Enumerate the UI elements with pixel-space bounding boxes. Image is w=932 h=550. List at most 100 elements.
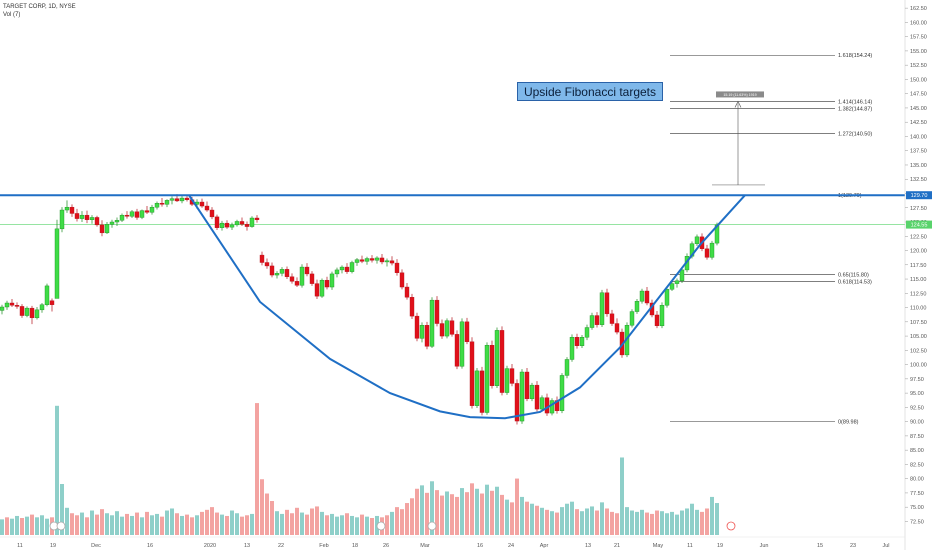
- fib-level-label: 1.414(146.14): [838, 99, 872, 105]
- candle-body: [9, 302, 15, 306]
- candle-body: [219, 222, 225, 228]
- volume-bar: [485, 484, 489, 535]
- volume-bar: [395, 507, 399, 535]
- candle-body: [49, 300, 55, 305]
- candle-body: [369, 258, 375, 261]
- volume-bar: [325, 515, 329, 535]
- candle-body: [454, 334, 460, 367]
- volume-bar: [25, 516, 29, 535]
- price-tick-label: 152.50: [910, 63, 927, 69]
- volume-bar: [235, 513, 239, 535]
- volume-bar: [660, 511, 664, 535]
- candle-body: [154, 202, 160, 208]
- volume-bar: [110, 515, 114, 535]
- volume-bar: [570, 501, 574, 535]
- candle-body: [144, 210, 150, 213]
- volume-bar: [75, 515, 79, 535]
- volume-bar: [460, 488, 464, 535]
- candle-body: [54, 228, 60, 299]
- time-tick-label: Dec: [91, 543, 101, 549]
- candle-body: [209, 209, 215, 218]
- volume-bar: [710, 496, 714, 535]
- volume-bar: [130, 515, 134, 535]
- price-tick-label: 75.00: [910, 505, 924, 511]
- candle-body: [359, 259, 365, 262]
- volume-bar: [495, 486, 499, 535]
- cup-curve: [0, 194, 905, 420]
- volume-bar: [65, 507, 69, 535]
- price-tick-label: 80.00: [910, 477, 924, 483]
- candle-body: [0, 306, 5, 311]
- volume-bar: [120, 516, 124, 535]
- time-tick-label: Apr: [540, 543, 549, 549]
- candle-body: [284, 269, 290, 277]
- volume-bar: [10, 518, 14, 535]
- last-price-text: 124.55: [911, 223, 928, 229]
- time-tick-label: 13: [585, 543, 591, 549]
- candle-body: [669, 283, 675, 290]
- fib-level-label: 0.618(114.53): [838, 280, 872, 286]
- volume-bar: [125, 513, 129, 535]
- volume-bar: [615, 513, 619, 535]
- candle-body: [134, 211, 140, 218]
- volume-bar: [555, 512, 559, 535]
- volume-bar: [565, 503, 569, 535]
- volume-bar: [690, 503, 694, 535]
- candle-body: [424, 325, 430, 347]
- volume-bar: [695, 509, 699, 535]
- volume-bar: [490, 490, 494, 535]
- volume-bar: [145, 511, 149, 535]
- candle-body: [309, 273, 315, 284]
- candle-body: [449, 320, 455, 335]
- volume-bar: [400, 509, 404, 535]
- volume-bar: [515, 478, 519, 535]
- price-tick-label: 145.00: [910, 106, 927, 112]
- candle-body: [269, 265, 275, 276]
- volume-bar: [210, 507, 214, 535]
- candle-body: [109, 221, 115, 225]
- price-tick-label: 82.50: [910, 462, 924, 468]
- candle-body: [609, 313, 615, 324]
- volume-bar: [190, 517, 194, 535]
- volume-bar: [580, 511, 584, 535]
- volume-bar: [320, 511, 324, 535]
- volume-bar: [265, 493, 269, 535]
- volume-bar: [355, 517, 359, 535]
- candle-body: [254, 217, 260, 220]
- volume-bar: [250, 513, 254, 535]
- time-tick-label: 11: [17, 543, 23, 549]
- volume-bar: [105, 513, 109, 535]
- volume-bar: [505, 499, 509, 535]
- price-tick-label: 107.50: [910, 320, 927, 326]
- price-tick-label: 105.00: [910, 334, 927, 340]
- volume-bars: [0, 403, 736, 535]
- volume-bar: [705, 508, 709, 535]
- candle-body: [364, 258, 370, 262]
- volume-bar: [255, 403, 259, 535]
- volume-bar: [150, 515, 154, 535]
- event-marker-icon: [427, 521, 437, 531]
- candle-body: [139, 210, 145, 218]
- volume-bar: [55, 405, 59, 535]
- candle-body: [694, 236, 700, 244]
- candle-body: [114, 220, 120, 223]
- time-tick-label: Feb: [319, 543, 328, 549]
- volume-bar: [335, 516, 339, 535]
- candle-body: [614, 323, 620, 333]
- volume-bar: [480, 493, 484, 535]
- candle-body: [509, 368, 515, 384]
- candle-body: [314, 283, 320, 297]
- volume-bar: [90, 510, 94, 535]
- candle-body: [64, 206, 70, 211]
- volume-bar: [345, 513, 349, 535]
- volume-bar: [575, 509, 579, 535]
- volume-bar: [465, 492, 469, 535]
- candle-body: [89, 217, 95, 220]
- candle-body: [399, 272, 405, 288]
- price-tick-label: 132.50: [910, 177, 927, 183]
- candle-body: [14, 305, 20, 307]
- annotation-callout[interactable]: Upside Fibonacci targets: [517, 82, 663, 101]
- time-tick-label: May: [653, 543, 664, 549]
- volume-bar: [455, 496, 459, 535]
